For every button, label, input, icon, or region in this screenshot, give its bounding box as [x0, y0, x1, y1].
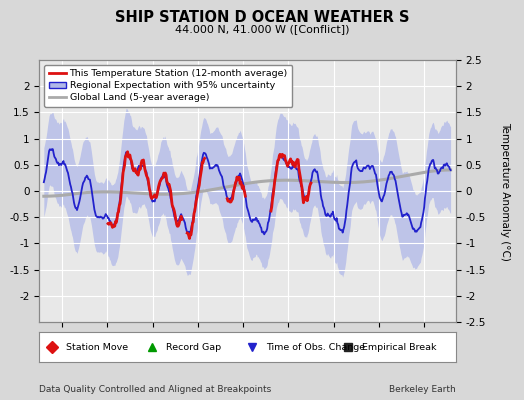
Text: Record Gap: Record Gap — [166, 342, 222, 352]
Text: Empirical Break: Empirical Break — [362, 342, 436, 352]
Text: Time of Obs. Change: Time of Obs. Change — [266, 342, 365, 352]
Text: Berkeley Earth: Berkeley Earth — [389, 385, 456, 394]
Legend: This Temperature Station (12-month average), Regional Expectation with 95% uncer: This Temperature Station (12-month avera… — [44, 65, 292, 107]
Text: 44.000 N, 41.000 W ([Conflict]): 44.000 N, 41.000 W ([Conflict]) — [174, 24, 350, 34]
Text: SHIP STATION D OCEAN WEATHER S: SHIP STATION D OCEAN WEATHER S — [115, 10, 409, 25]
Y-axis label: Temperature Anomaly (°C): Temperature Anomaly (°C) — [500, 122, 510, 260]
Text: Station Move: Station Move — [67, 342, 128, 352]
Text: Data Quality Controlled and Aligned at Breakpoints: Data Quality Controlled and Aligned at B… — [39, 385, 271, 394]
